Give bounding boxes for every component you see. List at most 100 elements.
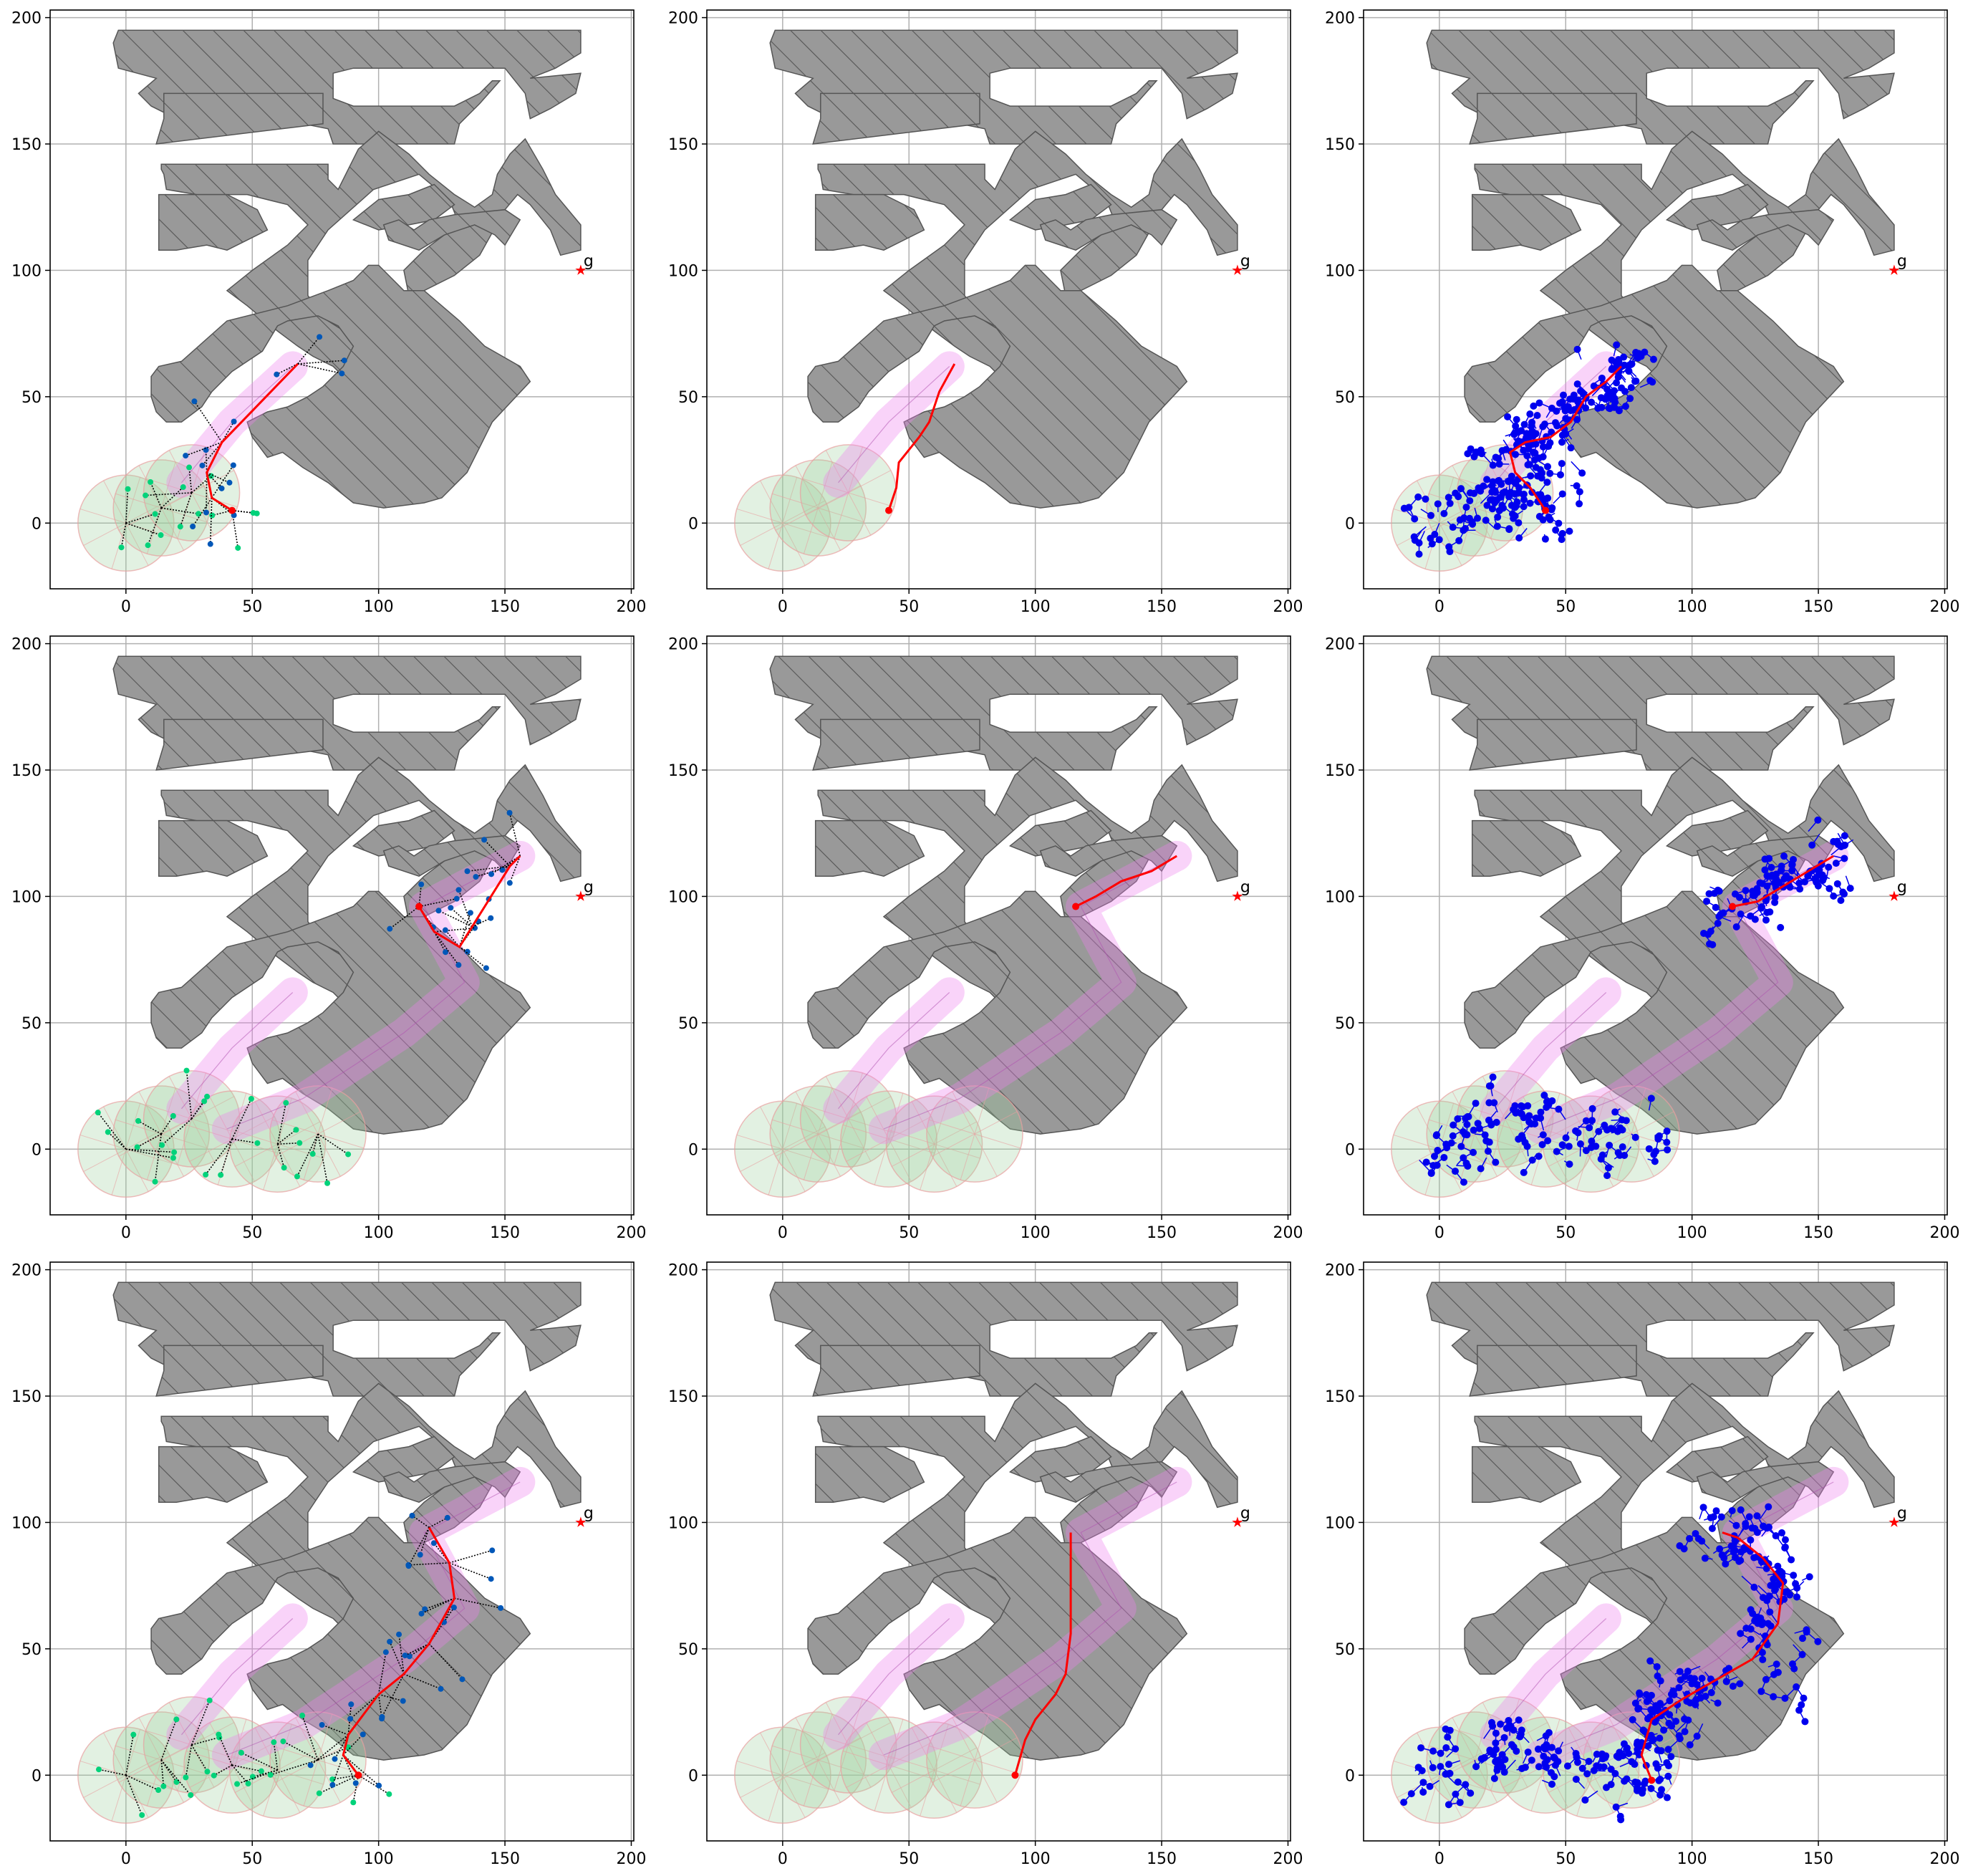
rrt-node xyxy=(1520,1168,1528,1176)
solution-path xyxy=(887,363,956,511)
tree-edge xyxy=(297,360,344,365)
x-tick-label: 200 xyxy=(616,1850,646,1868)
disk-spoke xyxy=(1608,1091,1632,1135)
disk-spoke xyxy=(848,1744,872,1788)
rrt-node xyxy=(1611,398,1619,406)
disk-spoke xyxy=(103,1106,127,1150)
x-tick-label: 200 xyxy=(1273,1224,1303,1242)
tree-node xyxy=(402,1653,408,1659)
tree-node xyxy=(201,1098,208,1105)
disk-spoke xyxy=(191,1744,215,1788)
rrt-node xyxy=(1703,898,1711,905)
tree-edge xyxy=(193,400,223,443)
obstacles xyxy=(769,655,1238,1135)
rrt-node xyxy=(1467,445,1475,453)
rrt-node xyxy=(1701,1554,1709,1562)
rrt-node xyxy=(1771,1587,1779,1594)
tree-node xyxy=(386,1791,392,1797)
disk-spoke xyxy=(818,1111,861,1135)
rrt-node xyxy=(1419,1788,1427,1796)
rrt-node xyxy=(1488,505,1496,513)
corridor-centerline xyxy=(838,366,950,484)
rrt-node xyxy=(1702,1693,1709,1701)
obstacle-polygon xyxy=(1474,130,1895,403)
disk-spoke xyxy=(191,1118,215,1162)
rrt-node xyxy=(1400,504,1408,512)
tree-node xyxy=(400,1698,406,1704)
rrt-node xyxy=(1526,410,1534,418)
disk-spoke xyxy=(736,508,783,524)
obstacle-polygon xyxy=(807,264,1188,509)
rrt-node xyxy=(1477,1165,1485,1173)
x-tick-label: 150 xyxy=(1147,1224,1177,1242)
disk-spoke xyxy=(818,1737,861,1761)
disk-spoke xyxy=(1576,1770,1592,1817)
axes-frame xyxy=(49,635,635,1216)
rrt-node xyxy=(1515,1135,1523,1143)
tree-edge xyxy=(220,1138,233,1175)
rrt-node xyxy=(1540,1752,1548,1760)
rrt-node xyxy=(1572,1127,1580,1135)
obstacle-polygon xyxy=(817,756,1238,1029)
tree-node xyxy=(170,1112,176,1119)
goal-marker xyxy=(1232,264,1243,275)
disk-spoke xyxy=(317,1759,341,1803)
goal-marker xyxy=(575,1516,587,1527)
y-tick-label: 200 xyxy=(11,1262,42,1280)
obstacle-polygon xyxy=(158,1446,269,1503)
rrt-node xyxy=(1497,1721,1505,1728)
disk-spoke xyxy=(817,507,841,551)
rrt-node xyxy=(1627,384,1635,392)
tree-edge xyxy=(297,336,320,365)
x-tick-label: 100 xyxy=(364,1224,394,1242)
obstacle-polygon xyxy=(1696,208,1835,251)
disk-spoke xyxy=(848,470,892,494)
tree-node xyxy=(418,881,425,888)
corridors xyxy=(823,840,1192,1145)
tree-edge xyxy=(418,898,457,908)
axes-frame xyxy=(706,635,1291,1216)
rrt-node xyxy=(1462,1115,1470,1122)
rrt-node xyxy=(1772,875,1780,883)
rrt-node xyxy=(1513,502,1520,510)
rrt-node xyxy=(1530,456,1538,464)
x-tick-label: 100 xyxy=(364,598,394,616)
tree-node xyxy=(405,1563,412,1569)
disk-spoke xyxy=(149,1744,192,1768)
tree-edge xyxy=(378,1693,403,1702)
disk-spoke xyxy=(1482,1076,1506,1120)
tree-edge xyxy=(213,1764,233,1776)
tree-edge xyxy=(231,1764,262,1772)
axes-frame xyxy=(1363,9,1948,590)
x-tick-label: 0 xyxy=(121,598,131,616)
rrt-node xyxy=(1603,1172,1611,1180)
disk-spoke xyxy=(934,1769,958,1813)
tree-edge xyxy=(161,507,199,515)
rrt-node xyxy=(1495,476,1502,484)
goal-label: g xyxy=(1897,878,1907,896)
y-tick-label: 100 xyxy=(668,1514,698,1532)
tree-edge xyxy=(349,1693,380,1720)
disk-spoke xyxy=(795,1717,819,1761)
obstacle-polygon xyxy=(812,718,980,771)
rrt-node xyxy=(1588,398,1596,406)
disk-spoke xyxy=(161,1111,204,1135)
rrt-node xyxy=(1681,1715,1689,1723)
tree-edge xyxy=(398,1634,405,1675)
rrt-node xyxy=(1634,354,1642,362)
disk-spoke xyxy=(818,507,864,523)
solution-path xyxy=(1075,855,1177,908)
rrt-node xyxy=(1759,1619,1767,1627)
tree-node xyxy=(248,1096,254,1102)
tree-node xyxy=(341,357,347,364)
tree-node xyxy=(234,1781,241,1787)
disk-spoke xyxy=(817,461,833,509)
rrt-node xyxy=(1558,460,1566,468)
rrt-node xyxy=(1707,1689,1715,1697)
disk-spoke xyxy=(846,1764,889,1788)
rrt-node xyxy=(1737,1557,1745,1564)
subplot-0-1: g 0 50 100 150 200 0 50 100 150 200 xyxy=(668,9,1303,616)
x-tick-label: 0 xyxy=(121,1224,131,1242)
y-tick-label: 50 xyxy=(678,1641,698,1659)
rrt-node xyxy=(1513,1747,1520,1755)
